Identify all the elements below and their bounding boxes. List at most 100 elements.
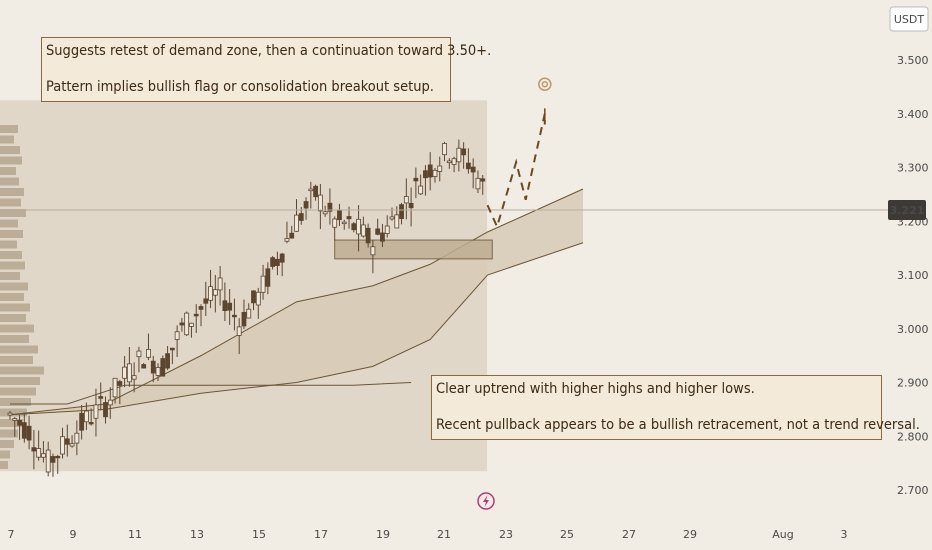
- volume-profile-bar: [0, 461, 8, 469]
- currency-label: USDT: [894, 13, 925, 26]
- candle-body: [427, 164, 433, 178]
- candle-body: [26, 425, 32, 441]
- candle-body: [399, 204, 404, 219]
- candle-body: [126, 363, 132, 383]
- candle-body: [103, 402, 108, 418]
- candle-body: [189, 322, 194, 327]
- candle-body: [317, 194, 323, 212]
- x-tick-label: 15: [252, 528, 266, 541]
- candle-body: [260, 275, 266, 293]
- bottom-annotation-box: Clear uptrend with higher highs and high…: [431, 375, 920, 440]
- candle-body: [289, 232, 295, 239]
- candle-body: [446, 160, 452, 164]
- candle-body: [380, 232, 385, 242]
- candle-body: [251, 290, 256, 304]
- volume-profile-bar: [0, 335, 29, 343]
- y-tick-label: 2.900: [897, 377, 929, 390]
- x-tick-label: 23: [499, 528, 513, 541]
- candle-body: [227, 302, 233, 311]
- volume-profile-bar: [0, 387, 36, 396]
- bottom-annotation-line-2: Recent pullback appears to be a bullish …: [436, 417, 920, 433]
- candle-body: [107, 399, 113, 406]
- candle-body: [184, 312, 190, 336]
- candle-body: [451, 158, 457, 165]
- volume-profile-bar: [0, 324, 34, 333]
- candle-body: [337, 209, 342, 221]
- candle-body: [403, 196, 409, 204]
- candle-body: [50, 456, 56, 463]
- candle-body: [79, 412, 85, 431]
- candle-body: [432, 169, 438, 177]
- candle-body: [198, 306, 204, 310]
- candle-body: [64, 438, 70, 445]
- top-annotation-line-2: Pattern implies bullish flag or consolid…: [46, 79, 434, 95]
- candle-body: [456, 147, 462, 163]
- candle-body: [384, 225, 390, 234]
- candle-body: [21, 422, 27, 439]
- candle-body: [93, 404, 99, 419]
- candle-body: [418, 185, 424, 195]
- candle-body: [241, 311, 247, 327]
- candle-body: [88, 422, 94, 425]
- candle-body: [284, 238, 290, 242]
- volume-profile-bar: [0, 398, 31, 406]
- volume-profile-bar: [0, 135, 14, 144]
- candle-body: [475, 177, 481, 190]
- top-annotation-line-1: Suggests retest of demand zone, then a c…: [46, 43, 492, 59]
- candle-body: [117, 381, 123, 386]
- candle-body: [408, 202, 414, 209]
- candle-body: [179, 322, 185, 326]
- x-tick-label: 13: [190, 528, 204, 541]
- x-tick-label: 9: [70, 528, 77, 541]
- candle-body: [193, 313, 199, 317]
- candle-body: [112, 377, 118, 398]
- volume-profile-bar: [0, 293, 24, 301]
- baseline-line: [10, 382, 412, 405]
- candle-body: [270, 257, 276, 267]
- candle-body: [236, 326, 242, 336]
- volume-profile-bar: [0, 450, 10, 459]
- volume-profile-bar: [0, 177, 19, 186]
- candle-body: [332, 218, 338, 228]
- volume-profile-bar: [0, 314, 26, 322]
- cloud-upper-line: [9, 188, 584, 416]
- candle-body: [31, 447, 37, 452]
- target-center: [541, 80, 549, 88]
- target-ring: [538, 77, 552, 91]
- x-tick-label: 17: [314, 528, 328, 541]
- price-axis-panel: [888, 0, 932, 550]
- candle-body: [208, 286, 213, 301]
- volume-profile-bar: [0, 209, 26, 217]
- candle-body: [413, 177, 419, 182]
- volume-profile-bar: [0, 377, 40, 385]
- candle-body: [298, 213, 304, 221]
- volume-profile-bar: [0, 303, 30, 312]
- volume-profile-bar: [0, 282, 28, 291]
- y-tick-label: 3.100: [897, 269, 929, 282]
- volume-profile-bar: [0, 272, 20, 280]
- candle-body: [74, 432, 80, 444]
- volume-profile-bar: [0, 408, 27, 417]
- candle-body: [212, 289, 218, 296]
- candle-body: [308, 188, 314, 192]
- candle-body: [60, 436, 65, 455]
- candle-body: [356, 218, 361, 235]
- candle-body: [12, 418, 18, 421]
- candle-body: [203, 298, 209, 304]
- candle-body: [7, 412, 13, 416]
- candle-body: [437, 165, 443, 172]
- volume-profile-bar: [0, 188, 24, 196]
- candle-body: [150, 360, 156, 374]
- current-price-label: 3.221: [890, 204, 925, 217]
- volume-profile-bar: [0, 156, 22, 165]
- x-tick-label: 25: [560, 528, 574, 541]
- candle-body: [232, 314, 237, 318]
- candle-body: [294, 214, 299, 232]
- volume-profile-bar: [0, 345, 38, 354]
- candle-body: [136, 350, 142, 358]
- x-tick-label: 7: [8, 528, 15, 541]
- candle-body: [394, 214, 400, 229]
- cloud-lower-line: [9, 242, 584, 416]
